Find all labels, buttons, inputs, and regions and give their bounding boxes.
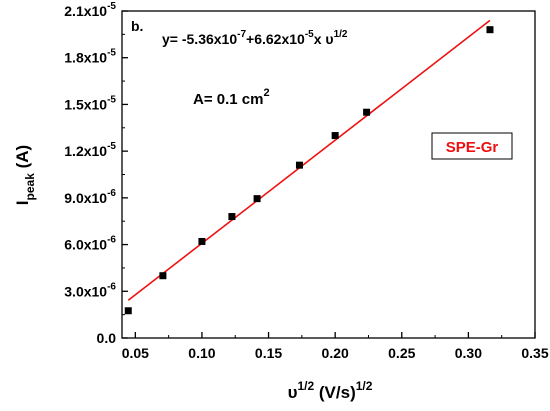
x-tick-label: 0.30: [455, 345, 482, 361]
y-tick-label: 3.0x10-6: [64, 281, 116, 299]
legend-label: SPE-Gr: [446, 139, 499, 156]
y-tick-label: 2.1x10-5: [64, 1, 116, 19]
data-point: [228, 213, 236, 221]
plot-frame: [121, 10, 536, 339]
x-tick-label: 0.35: [521, 345, 548, 361]
area-annotation: A= 0.1 cm2: [193, 87, 270, 108]
legend: SPE-Gr: [431, 132, 513, 160]
data-point: [198, 237, 206, 245]
panel-label: b.: [131, 18, 143, 34]
y-tick-label: 0.0: [97, 330, 117, 346]
fit-equation: y= -5.36x10-7+6.62x10-5x υ1/2: [162, 29, 348, 47]
fit-line: [127, 19, 491, 301]
x-tick-label: 0.05: [122, 345, 149, 361]
data-point: [253, 195, 261, 203]
y-tick-label: 6.0x10-6: [64, 235, 116, 253]
y-tick-label: 9.0x10-6: [64, 188, 116, 206]
x-tick-label: 0.25: [388, 345, 415, 361]
y-tick-label: 1.5x10-5: [64, 94, 116, 112]
fit-line-group: [127, 19, 491, 301]
y-tick-label: 1.2x10-5: [64, 141, 116, 159]
legend-box: [431, 132, 513, 160]
y-tick-label: 1.8x10-5: [64, 48, 116, 66]
data-point: [159, 272, 167, 280]
y-axis: 0.0 3.0x10-6 6.0x10-6 9.0x10-6 1.2x10-5 1.5x1…: [64, 1, 128, 346]
data-point: [124, 307, 132, 315]
data-point: [331, 132, 339, 140]
x-tick-label: 0.15: [255, 345, 282, 361]
x-axis: 0.05 0.10 0.15 0.20 0.25 0.30 0.35: [122, 332, 549, 361]
x-tick-label: 0.10: [188, 345, 215, 361]
data-point: [486, 26, 494, 34]
data-point: [295, 161, 303, 169]
data-point: [363, 108, 371, 116]
x-axis-label: υ1/2 (V/s)1/2: [288, 379, 373, 402]
y-axis-label: Ipeak (A): [13, 145, 37, 205]
data-points: [124, 26, 494, 315]
x-tick-label: 0.20: [322, 345, 349, 361]
